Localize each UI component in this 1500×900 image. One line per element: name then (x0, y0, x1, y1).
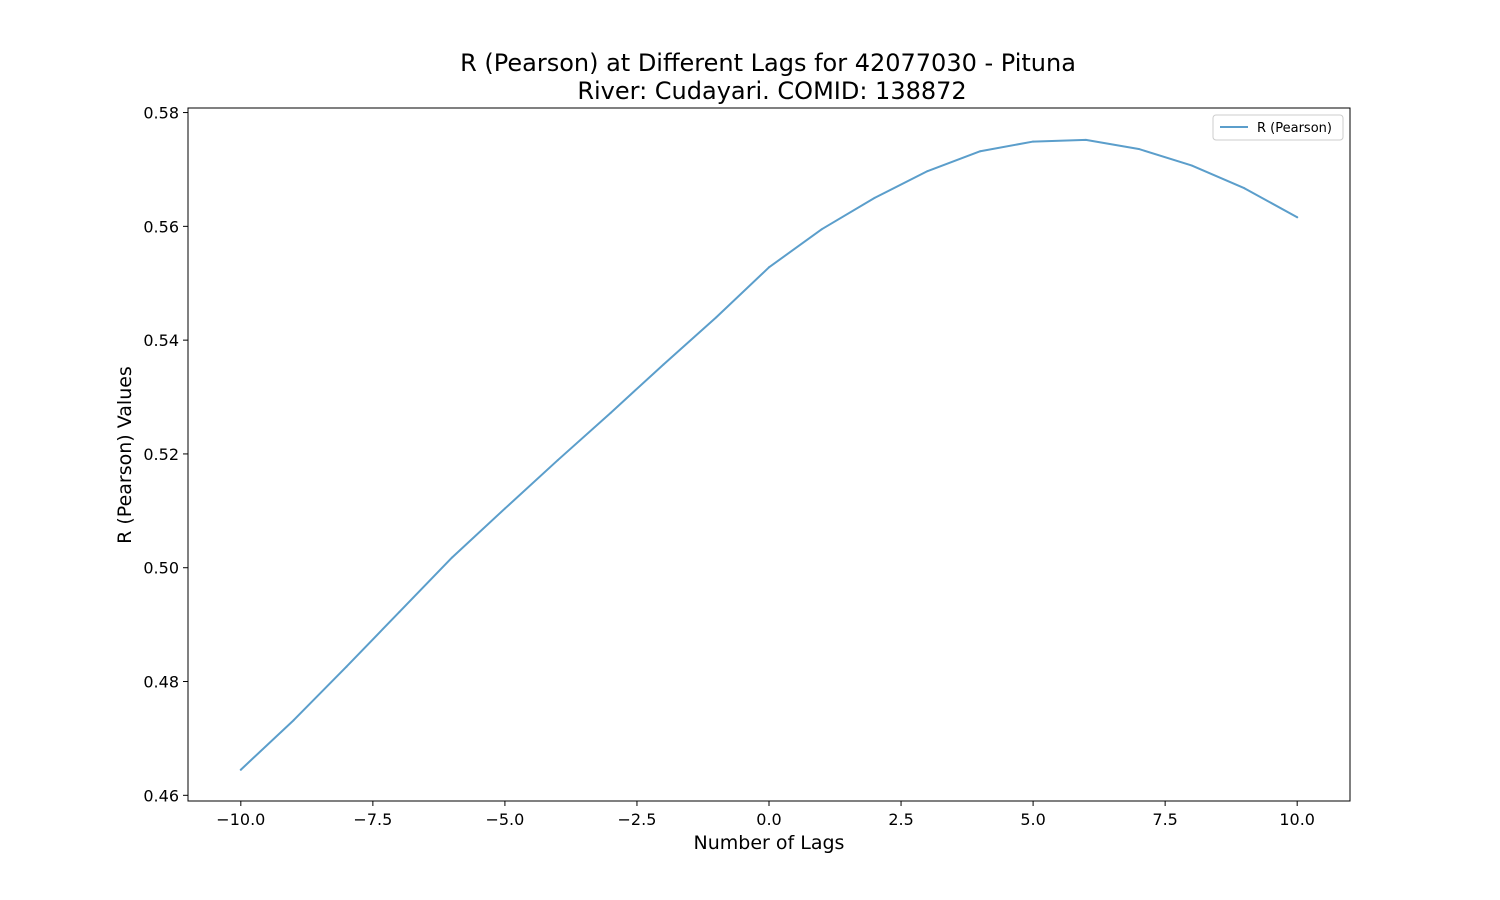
data-point (1032, 140, 1035, 143)
legend-box (1212, 114, 1344, 141)
data-point (292, 719, 295, 722)
chart-title-line-2: River: Cudayari. COMID: 138872 (577, 77, 966, 105)
x-tick-label: 5.0 (1020, 810, 1045, 829)
y-tick-label: 0.48 (143, 673, 179, 692)
legend: R (Pearson) (1212, 114, 1344, 141)
x-axis-ticks: −10.0 −7.5 −5.0 −2.5 0.0 2.5 5.0 7.5 10.0 (216, 801, 1315, 829)
data-point (398, 611, 401, 614)
data-point (556, 459, 559, 462)
x-tick-label: 0.0 (756, 810, 781, 829)
y-tick-label: 0.56 (143, 217, 179, 236)
data-point (1243, 187, 1246, 190)
data-point (873, 196, 876, 199)
data-point (1084, 138, 1087, 141)
data-point (979, 150, 982, 153)
y-tick-label: 0.46 (143, 786, 179, 805)
x-axis-label: Number of Lags (694, 832, 845, 854)
data-point (926, 170, 929, 173)
data-point (451, 556, 454, 559)
x-tick-label: 2.5 (888, 810, 913, 829)
x-tick-label: 10.0 (1279, 810, 1315, 829)
data-point (715, 316, 718, 319)
y-tick-label: 0.58 (143, 104, 179, 123)
x-tick-label: 7.5 (1152, 810, 1177, 829)
series-layer (239, 138, 1299, 771)
x-tick-label: −7.5 (353, 810, 392, 829)
data-point (820, 228, 823, 231)
data-point (503, 507, 506, 510)
plot-area-frame (187, 107, 1351, 802)
y-tick-label: 0.52 (143, 445, 179, 464)
legend-label: R (Pearson) (1257, 121, 1332, 136)
data-point (1137, 147, 1140, 150)
chart-title-line-1: R (Pearson) at Different Lags for 420770… (460, 49, 1076, 77)
y-axis-label: R (Pearson) Values (114, 366, 136, 544)
data-point (239, 768, 242, 771)
data-point (1296, 216, 1299, 219)
y-axis-ticks: 0.46 0.48 0.50 0.52 0.54 0.56 0.58 (143, 104, 188, 805)
data-point (609, 411, 612, 414)
y-tick-label: 0.54 (143, 331, 179, 350)
x-tick-label: −2.5 (618, 810, 657, 829)
data-point (345, 665, 348, 668)
data-point (1190, 164, 1193, 167)
data-point (662, 363, 665, 366)
data-point (768, 266, 770, 269)
x-tick-label: −5.0 (485, 810, 524, 829)
x-tick-label: −10.0 (216, 810, 265, 829)
y-tick-label: 0.50 (143, 559, 179, 578)
